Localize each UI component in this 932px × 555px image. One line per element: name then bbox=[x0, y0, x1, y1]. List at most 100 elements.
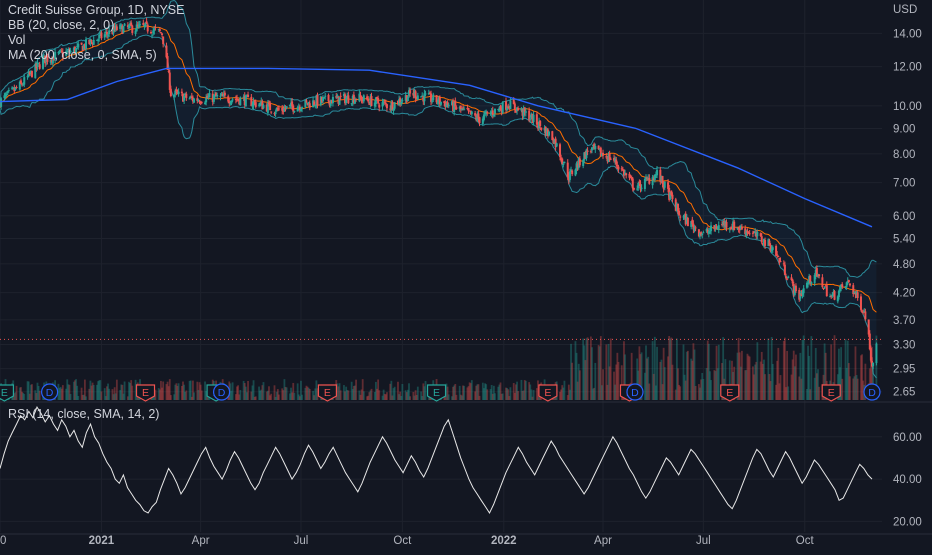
volume-bar bbox=[113, 387, 116, 400]
earnings-marker[interactable]: E bbox=[538, 384, 558, 402]
candle-body bbox=[621, 169, 624, 171]
candle-body bbox=[439, 101, 442, 105]
candle-body bbox=[787, 276, 790, 278]
candle-body bbox=[336, 95, 339, 99]
candle-body bbox=[30, 71, 33, 78]
volume-bar bbox=[623, 341, 625, 400]
candle-body bbox=[524, 111, 527, 113]
dividend-marker[interactable]: D bbox=[41, 383, 59, 401]
volume-bar bbox=[290, 387, 292, 400]
volume-bar bbox=[458, 385, 461, 400]
candle-body bbox=[625, 173, 628, 176]
candle-body bbox=[836, 296, 839, 302]
candle-body bbox=[200, 102, 203, 104]
candle-body bbox=[578, 158, 581, 166]
volume-bar bbox=[304, 387, 307, 400]
candle-body bbox=[662, 184, 665, 189]
earnings-marker[interactable]: E bbox=[135, 384, 156, 402]
candle-body bbox=[212, 95, 215, 102]
candle-body bbox=[536, 125, 539, 128]
candle-body bbox=[254, 102, 257, 107]
candle-body bbox=[219, 95, 222, 97]
dividend-marker[interactable]: D bbox=[212, 383, 231, 401]
dividend-marker[interactable]: D bbox=[863, 383, 881, 401]
candle-body bbox=[3, 95, 6, 99]
volume-bar bbox=[659, 361, 662, 400]
candle-body bbox=[499, 107, 502, 110]
volume-bar bbox=[791, 359, 794, 400]
volume-bar bbox=[467, 386, 470, 400]
price-tick-label: 9.00 bbox=[893, 124, 915, 136]
candle-body bbox=[291, 101, 294, 107]
candle-body bbox=[455, 107, 458, 110]
volume-bar bbox=[98, 380, 101, 400]
candle-body bbox=[23, 77, 26, 85]
candle-body bbox=[198, 101, 201, 103]
bollinger-lower-band bbox=[0, 34, 877, 379]
price-tick-label: 5.40 bbox=[893, 233, 915, 245]
candle-body bbox=[801, 291, 804, 295]
volume-bar bbox=[34, 390, 37, 400]
price-tick-label: 12.00 bbox=[893, 62, 922, 74]
volume-bar bbox=[300, 380, 302, 400]
earnings-marker-shape bbox=[317, 384, 338, 402]
candle-body bbox=[506, 107, 509, 110]
candle-body bbox=[476, 114, 479, 121]
rsi-label[interactable]: RSI (14, close, SMA, 14, 2) bbox=[8, 407, 160, 421]
earnings-marker[interactable]: E bbox=[821, 384, 841, 402]
candle-body bbox=[661, 175, 664, 184]
candle-body bbox=[207, 96, 210, 98]
volume-bar bbox=[768, 374, 771, 400]
volume-bar bbox=[182, 381, 184, 400]
volume-bar bbox=[798, 376, 801, 400]
earnings-marker[interactable]: E bbox=[426, 384, 447, 402]
candle-body bbox=[135, 24, 138, 32]
candle-body bbox=[762, 238, 765, 247]
event-marker-label: E bbox=[324, 387, 331, 399]
candle-body bbox=[18, 81, 21, 90]
rsi-pane[interactable] bbox=[0, 406, 873, 515]
candle-body bbox=[675, 204, 678, 212]
candle-body bbox=[7, 90, 10, 92]
volume-bar bbox=[800, 378, 803, 400]
earnings-marker[interactable]: E bbox=[0, 384, 15, 402]
vol-label[interactable]: Vol bbox=[8, 33, 26, 47]
candle-body bbox=[392, 109, 395, 111]
candle-body bbox=[584, 151, 587, 159]
candle-body bbox=[798, 290, 801, 300]
candle-body bbox=[505, 101, 508, 110]
volume-bar bbox=[748, 356, 751, 400]
earnings-marker[interactable]: E bbox=[317, 384, 338, 402]
event-marker-label: E bbox=[828, 387, 835, 399]
candle-body bbox=[450, 101, 453, 105]
candle-body bbox=[191, 97, 194, 102]
dividend-marker[interactable]: D bbox=[626, 383, 644, 401]
candle-body bbox=[152, 30, 155, 34]
ma-label[interactable]: MA (200, close, 0, SMA, 5) bbox=[8, 48, 157, 62]
candle-body bbox=[769, 244, 772, 252]
volume-bar bbox=[81, 394, 84, 400]
volume-bar bbox=[777, 347, 780, 400]
earnings-marker[interactable]: E bbox=[720, 384, 740, 402]
candle-body bbox=[126, 25, 129, 27]
volume-bar bbox=[306, 386, 309, 400]
symbol-label[interactable]: Credit Suisse Group, 1D, NYSE bbox=[8, 3, 185, 17]
candle-body bbox=[329, 100, 332, 106]
candle-body bbox=[538, 121, 541, 129]
volume-bar bbox=[61, 385, 64, 400]
candle-body bbox=[299, 108, 302, 112]
volume-bar bbox=[305, 385, 308, 400]
volume-bar bbox=[367, 395, 370, 400]
bb-label[interactable]: BB (20, close, 2, 0) bbox=[8, 18, 115, 32]
volume-bar bbox=[584, 360, 587, 400]
candle-body bbox=[700, 232, 703, 236]
volume-bar bbox=[810, 336, 813, 400]
candle-body bbox=[523, 107, 526, 113]
candle-body bbox=[66, 50, 69, 53]
candle-body bbox=[320, 97, 323, 102]
volume-bar bbox=[667, 356, 669, 400]
volume-bar bbox=[683, 374, 686, 400]
candle-body bbox=[547, 131, 550, 136]
candle-body bbox=[470, 111, 473, 115]
candle-body bbox=[213, 94, 216, 97]
